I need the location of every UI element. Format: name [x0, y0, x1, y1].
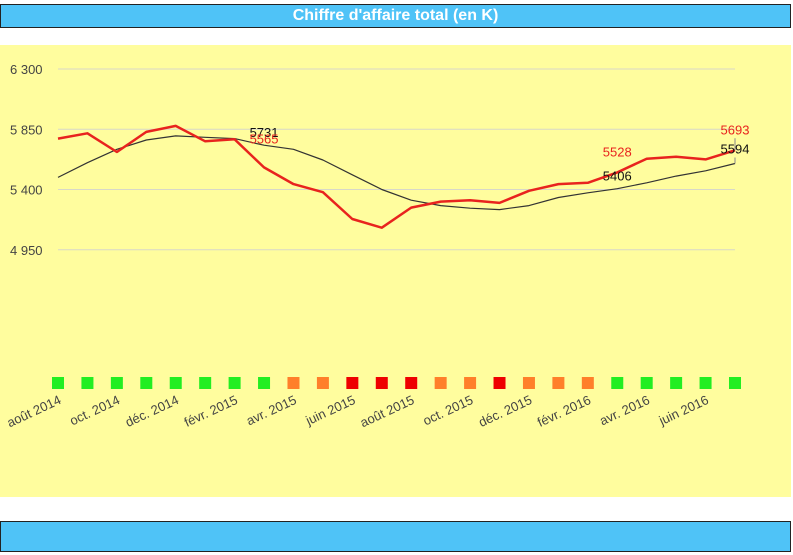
data-label: 5693	[721, 122, 750, 137]
data-label: 5528	[603, 144, 632, 159]
x-tick-label: févr. 2016	[535, 392, 593, 430]
status-square	[199, 377, 212, 389]
status-square	[405, 377, 418, 389]
y-tick-label: 4 950	[10, 243, 43, 258]
status-square	[52, 377, 64, 389]
status-square	[346, 377, 359, 389]
x-tick-label: avr. 2015	[244, 392, 299, 428]
x-tick-label: févr. 2015	[182, 392, 240, 430]
status-square	[670, 377, 683, 389]
status-square	[375, 377, 388, 389]
status-square	[699, 377, 712, 389]
chart-panel: 6 300 5 850 5 400 4 950 5731 5565 5528 5406 569…	[0, 45, 791, 497]
status-square	[169, 377, 182, 389]
status-square	[493, 377, 506, 389]
status-square	[287, 377, 300, 389]
status-square	[316, 377, 329, 389]
x-tick-label: déc. 2015	[476, 392, 534, 430]
data-label: 5731	[250, 125, 279, 140]
data-label: 5406	[603, 169, 632, 184]
status-square	[434, 377, 447, 389]
x-tick-label: oct. 2014	[67, 392, 122, 428]
status-square	[464, 377, 477, 389]
y-tick-label: 6 300	[10, 62, 43, 77]
status-square	[552, 377, 565, 389]
series-line-dark	[57, 135, 736, 211]
status-square	[611, 377, 624, 389]
status-square	[258, 377, 271, 389]
status-square	[522, 377, 535, 389]
x-tick-label: juin 2015	[303, 392, 358, 428]
status-square	[140, 377, 153, 389]
y-tick-label: 5 850	[10, 122, 43, 137]
status-square	[228, 377, 241, 389]
x-tick-label: août 2015	[358, 392, 417, 430]
status-square	[110, 377, 123, 389]
data-label: 5565	[250, 131, 279, 146]
x-tick-label: oct. 2015	[421, 392, 476, 428]
status-square	[729, 377, 741, 389]
status-square	[640, 377, 653, 389]
series-line-red	[57, 124, 736, 229]
status-square	[81, 377, 94, 389]
chart-title: Chiffre d'affaire total (en K)	[0, 4, 791, 28]
data-label: 5594	[721, 142, 750, 157]
x-tick-label: avr. 2016	[597, 392, 652, 428]
y-tick-label: 5 400	[10, 183, 43, 198]
x-tick-label: août 2014	[5, 392, 64, 430]
status-square	[581, 377, 594, 389]
x-tick-label: déc. 2014	[123, 392, 181, 430]
x-tick-label: juin 2016	[656, 392, 711, 428]
footer-bar	[0, 521, 791, 552]
